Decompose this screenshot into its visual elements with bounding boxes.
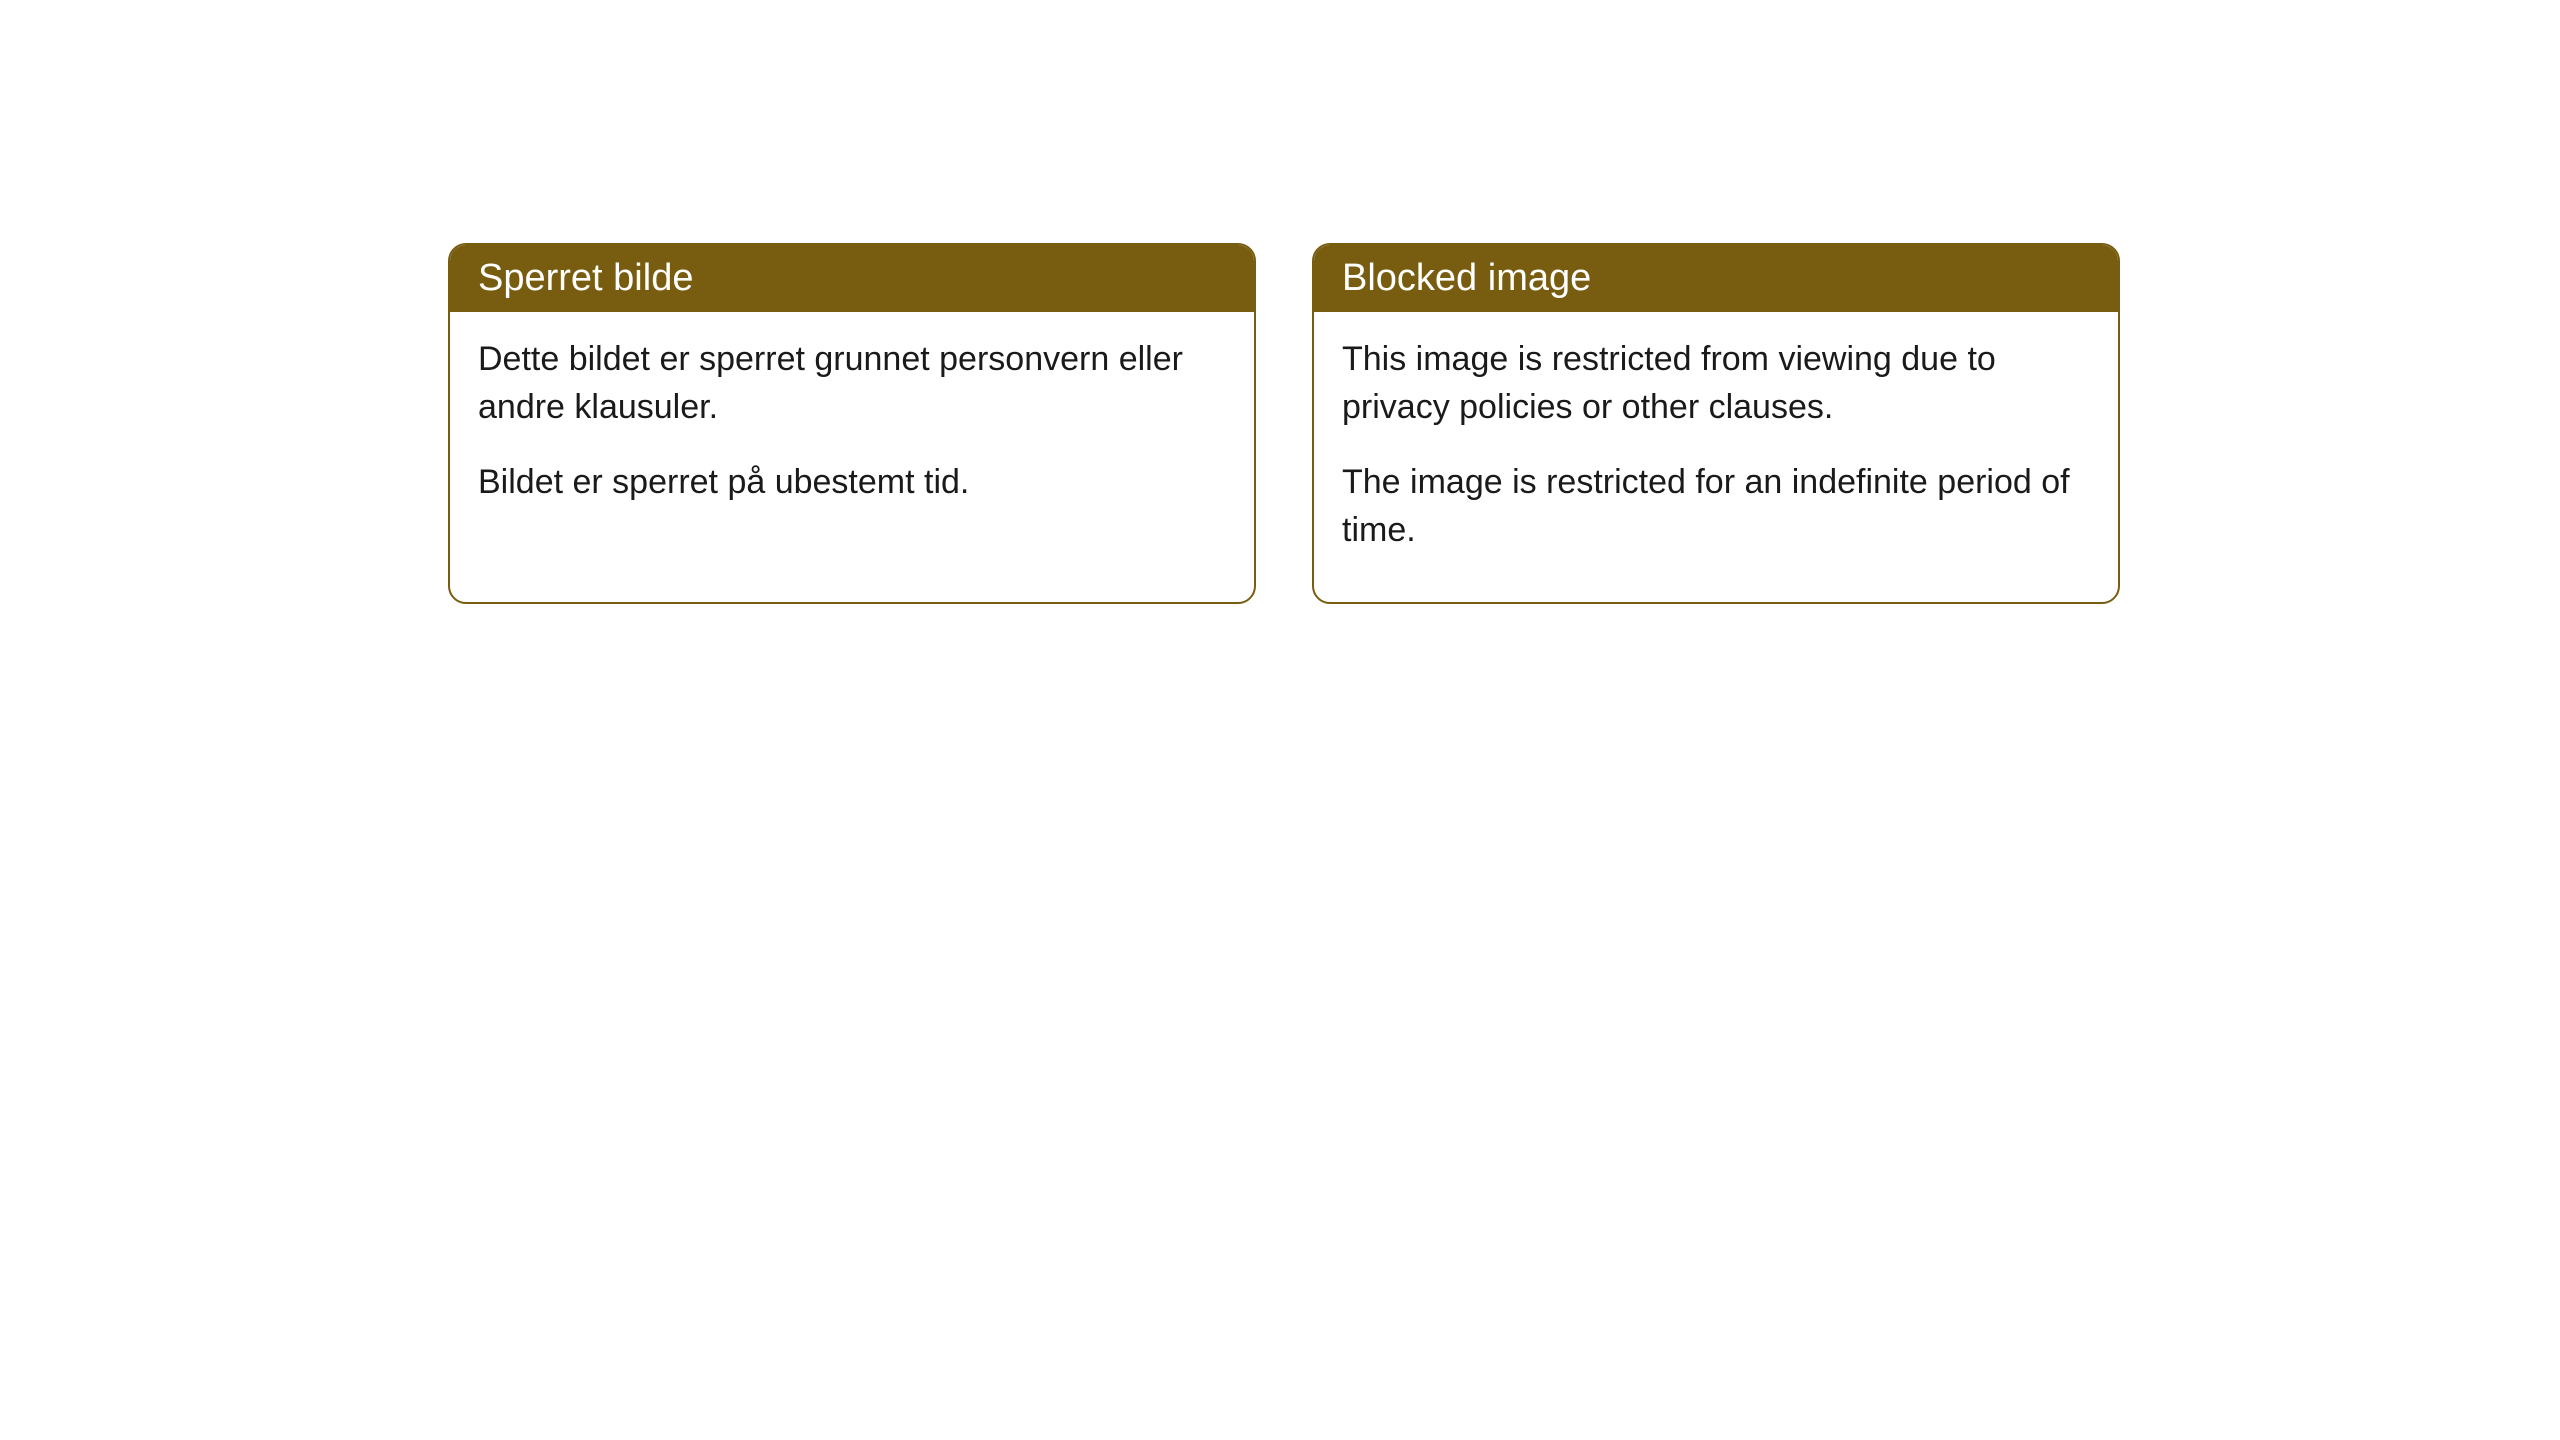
notice-paragraph-1-english: This image is restricted from viewing du… — [1342, 336, 2090, 431]
notice-card-english: Blocked image This image is restricted f… — [1312, 243, 2120, 604]
notice-card-norwegian: Sperret bilde Dette bildet er sperret gr… — [448, 243, 1256, 604]
notice-header-english: Blocked image — [1314, 245, 2118, 312]
notice-header-norwegian: Sperret bilde — [450, 245, 1254, 312]
notice-body-english: This image is restricted from viewing du… — [1314, 312, 2118, 602]
notice-paragraph-2-english: The image is restricted for an indefinit… — [1342, 459, 2090, 554]
notice-paragraph-1-norwegian: Dette bildet er sperret grunnet personve… — [478, 336, 1226, 431]
notice-paragraph-2-norwegian: Bildet er sperret på ubestemt tid. — [478, 459, 1226, 507]
notice-container: Sperret bilde Dette bildet er sperret gr… — [448, 243, 2120, 604]
notice-body-norwegian: Dette bildet er sperret grunnet personve… — [450, 312, 1254, 555]
